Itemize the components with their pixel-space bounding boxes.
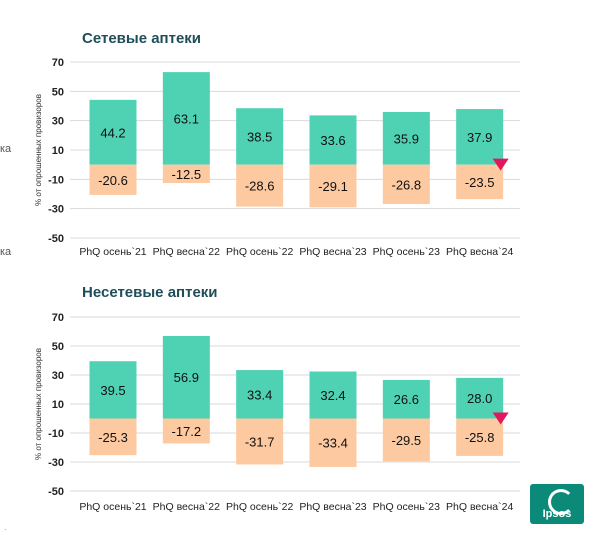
- data-label-positive: 33.6: [320, 133, 345, 148]
- bar-positive: [89, 99, 137, 165]
- bar-positive: [456, 377, 504, 419]
- bar-positive: [162, 335, 210, 419]
- y-tick-label: 70: [52, 57, 64, 69]
- y-tick-label: -50: [48, 233, 64, 245]
- y-tick-label: 70: [52, 312, 64, 324]
- bar-positive: [382, 379, 430, 419]
- y-tick-label: -10: [48, 174, 64, 186]
- y-tick-label: 30: [52, 116, 64, 128]
- bar-positive: [236, 108, 284, 165]
- bar-negative: [89, 418, 137, 456]
- x-tick-label: PhQ весна`24: [446, 246, 513, 258]
- data-label-positive: 37.9: [467, 130, 492, 145]
- bar-negative: [236, 164, 284, 207]
- data-label-negative: -17.2: [172, 424, 202, 439]
- bar-negative: [309, 418, 357, 467]
- x-tick-label: PhQ весна`24: [446, 501, 513, 513]
- data-label-positive: 38.5: [247, 129, 272, 144]
- data-label-positive: 35.9: [394, 131, 419, 146]
- data-label-negative: -28.6: [245, 179, 275, 194]
- bar-positive: [382, 112, 430, 165]
- bar-positive: [309, 371, 357, 419]
- y-tick-label: -30: [48, 457, 64, 469]
- x-tick-label: PhQ весна`23: [299, 501, 366, 513]
- logo-text: Ipsos: [542, 508, 572, 520]
- bar-negative: [89, 164, 137, 195]
- bar-positive: [236, 370, 284, 419]
- x-tick-label: PhQ осень`23: [373, 501, 440, 513]
- x-tick-label: PhQ весна`23: [299, 246, 366, 258]
- bar-negative: [236, 418, 284, 465]
- data-label-negative: -23.5: [465, 175, 495, 190]
- chart-title-nonchain: Несетевые аптеки: [82, 284, 218, 301]
- bar-negative: [456, 418, 504, 456]
- data-label-negative: -12.5: [172, 167, 202, 182]
- y-tick-label: -50: [48, 486, 64, 498]
- data-label-negative: -29.5: [392, 433, 422, 448]
- data-label-positive: 44.2: [100, 125, 125, 140]
- decline-marker-icon: [492, 158, 509, 171]
- y-tick-label: 10: [52, 145, 64, 157]
- bar-positive: [162, 72, 210, 165]
- x-tick-label: PhQ осень`22: [226, 501, 293, 513]
- bar-positive: [456, 109, 504, 165]
- side-text-fragment-2: ка: [0, 246, 12, 258]
- data-label-negative: -20.6: [98, 173, 128, 188]
- y-tick-label: 50: [52, 341, 64, 353]
- bar-negative: [162, 418, 210, 444]
- chart-title-chain: Сетевые аптеки: [82, 30, 202, 47]
- bar-positive: [89, 361, 137, 419]
- data-label-positive: 28.0: [467, 391, 492, 406]
- bar-negative: [309, 164, 357, 208]
- side-text-fragment-1: ка: [0, 143, 12, 155]
- data-label-positive: 56.9: [174, 370, 199, 385]
- data-label-positive: 32.4: [320, 388, 345, 403]
- data-label-negative: -31.7: [245, 434, 275, 449]
- bar-negative: [382, 418, 430, 462]
- decline-marker-icon: [492, 412, 509, 425]
- ipsos-logo: Ipsos: [530, 484, 584, 524]
- y-axis-label: % от опрошенных провизоров: [34, 94, 43, 206]
- y-tick-label: 50: [52, 86, 64, 98]
- x-tick-label: PhQ весна`22: [153, 246, 220, 258]
- data-label-positive: 39.5: [100, 383, 125, 398]
- data-label-negative: -26.8: [392, 177, 422, 192]
- footer-mark: .: [4, 522, 7, 532]
- bar-negative: [456, 164, 504, 200]
- logo-swoosh-icon: [548, 489, 574, 515]
- bar-positive: [309, 115, 357, 165]
- data-label-positive: 26.6: [394, 392, 419, 407]
- bar-negative: [382, 164, 430, 204]
- data-label-positive: 63.1: [174, 111, 199, 126]
- x-tick-label: PhQ осень`22: [226, 246, 293, 258]
- x-tick-label: PhQ осень`23: [373, 246, 440, 258]
- data-label-positive: 33.4: [247, 387, 272, 402]
- data-label-negative: -29.1: [318, 179, 348, 194]
- x-tick-label: PhQ осень`21: [79, 501, 146, 513]
- data-label-negative: -25.8: [465, 430, 495, 445]
- data-label-negative: -25.3: [98, 430, 128, 445]
- x-tick-label: PhQ весна`22: [153, 501, 220, 513]
- y-tick-label: 10: [52, 399, 64, 411]
- y-tick-label: -10: [48, 428, 64, 440]
- y-tick-label: -30: [48, 204, 64, 216]
- x-tick-label: PhQ осень`21: [79, 246, 146, 258]
- y-tick-label: 30: [52, 370, 64, 382]
- y-axis-label: % от опрошенных провизоров: [34, 348, 43, 460]
- data-label-negative: -33.4: [318, 436, 348, 451]
- bar-negative: [162, 164, 210, 183]
